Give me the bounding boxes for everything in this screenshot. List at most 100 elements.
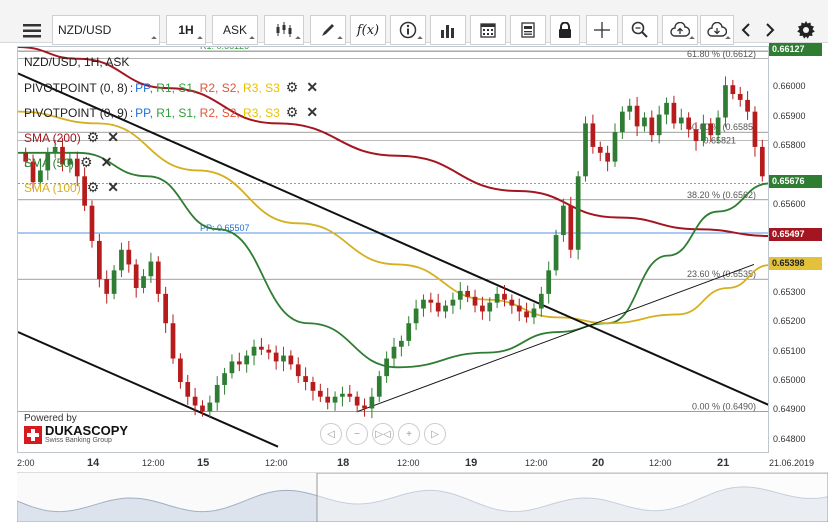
time-day-label: 21 [717,457,730,469]
crosshair-button[interactable] [586,15,618,45]
instrument-label: NZD/USD, 1H, ASK [24,55,130,69]
fib-618-annotation: 61.80 % (0.6612) [687,49,756,59]
zoom-in-icon[interactable]: + [398,423,420,445]
indicator-label: SMA (50) [24,155,75,170]
candle-body [23,152,29,162]
candle-body [340,393,345,397]
pivot-annotation: 0.65821 [703,136,736,146]
gear-icon[interactable]: ⚙ [285,79,299,95]
zoom-out-icon[interactable]: − [346,423,368,445]
downtrend-line-upper [18,72,768,406]
calendar-button[interactable] [470,15,506,45]
candle-body [170,323,176,359]
time-day-label: 15 [197,457,210,469]
candle-body [354,396,360,406]
navigator-panel[interactable] [16,472,828,523]
candle-body [686,117,692,130]
pivot-level-r2: R2, [199,80,222,95]
download-button[interactable] [700,15,734,45]
close-icon[interactable]: ✕ [306,104,319,120]
candle-body [369,396,375,409]
hamburger-icon[interactable] [20,18,44,44]
time-day-label: 14 [87,457,100,469]
candle-body [612,132,618,162]
time-hour-label: 21.06.2019 [769,458,815,468]
fib-382-annotation: 38.20 % (0.6562) [687,190,756,200]
candle-body [347,393,353,397]
draw-tool-button[interactable] [310,15,346,45]
time-hour-label: 12:00 [397,458,420,468]
time-hour-label: 2:00 [17,458,35,468]
news-button[interactable] [510,15,546,45]
volume-button[interactable] [430,15,466,45]
candle-body [708,123,714,136]
zoom-button[interactable] [622,15,658,45]
toolbar: NZD/USD 1H ASK f(x) [0,0,828,45]
candle-body [376,376,382,397]
gear-icon[interactable]: ⚙ [285,104,299,120]
time-hour-label: 12:00 [265,458,288,468]
candle-body [236,361,242,365]
indicator-label: PIVOTPOINT (0, 9) [24,105,128,120]
candle-body [30,161,36,183]
upload-button[interactable] [662,15,698,45]
candle-body [421,299,426,309]
candle-body [671,102,677,124]
swiss-cross-icon [24,425,42,444]
price-marker-label: 0.66127 [769,42,822,56]
time-day-label: 18 [337,457,350,469]
close-icon[interactable]: ✕ [107,179,119,195]
close-icon[interactable]: ✕ [100,154,113,170]
indicator-pivot-8: PIVOTPOINT (0, 8) : PP, R1, S1, R2, S2, … [24,79,318,96]
nav-forward-icon[interactable]: ▷ [424,423,446,445]
pivot-level-r2: R2, [199,105,222,120]
price-tick-label: 0.64800 [773,433,806,444]
pivot-level-r3: R3, [243,105,266,120]
indicators-button[interactable]: f(x) [350,15,386,45]
reset-view-icon[interactable]: ▷◁ [372,423,394,445]
candle-body [465,290,471,297]
scroll-right-button[interactable] [760,15,780,45]
candle-body [723,85,728,118]
candle-body [399,340,404,347]
candle-body [531,308,537,318]
candle-body [67,158,73,165]
symbol-label: NZD/USD [58,23,112,37]
nav-back-icon[interactable]: ◁ [320,423,342,445]
candle-body [575,176,581,250]
timeframe-selector[interactable]: 1H [166,15,206,45]
candle-body [244,355,250,365]
candle-body [317,390,323,397]
chart-area[interactable]: R1: 0.66126 61.80 % (0.6612) 50.00 % (0.65… [17,46,769,453]
candle-body [52,146,58,153]
settings-button[interactable] [794,15,818,45]
candle-body [693,129,699,142]
candle-body [295,364,301,377]
candle-body [310,382,316,391]
candle-body [141,276,146,288]
candle-body [752,111,758,147]
close-icon[interactable]: ✕ [306,79,319,95]
chart-type-button[interactable] [264,15,304,45]
candle-body [457,290,463,300]
downtrend-line-lower [18,331,279,448]
candle-body [362,405,367,409]
candle-body [737,94,743,100]
gear-icon[interactable]: ⚙ [80,154,93,170]
navigator-sparkline [16,472,828,523]
scroll-left-button[interactable] [736,15,756,45]
info-button[interactable] [390,15,426,45]
gear-icon[interactable]: ⚙ [86,179,100,195]
close-icon[interactable]: ✕ [107,129,119,145]
side-selector[interactable]: ASK [212,15,258,45]
gear-icon[interactable]: ⚙ [86,129,100,145]
candle-body [561,205,566,236]
candle-body [619,111,625,133]
lock-button[interactable] [550,15,580,45]
navigator-selection[interactable] [316,472,828,523]
candle-body [133,264,139,288]
candle-body [163,293,169,324]
candle-body [89,205,95,241]
pivot-levels: PP, R1, S1, R2, S2, R3, S3 [135,106,280,120]
symbol-selector[interactable]: NZD/USD [52,15,160,45]
